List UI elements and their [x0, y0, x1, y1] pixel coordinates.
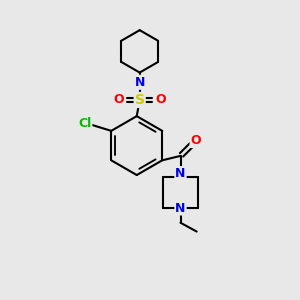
Text: Cl: Cl	[78, 117, 92, 130]
Text: O: O	[190, 134, 201, 147]
Text: N: N	[175, 167, 186, 180]
Text: S: S	[135, 93, 145, 107]
Text: O: O	[113, 93, 124, 106]
Text: N: N	[134, 76, 145, 89]
Text: N: N	[175, 202, 186, 214]
Text: O: O	[156, 93, 166, 106]
